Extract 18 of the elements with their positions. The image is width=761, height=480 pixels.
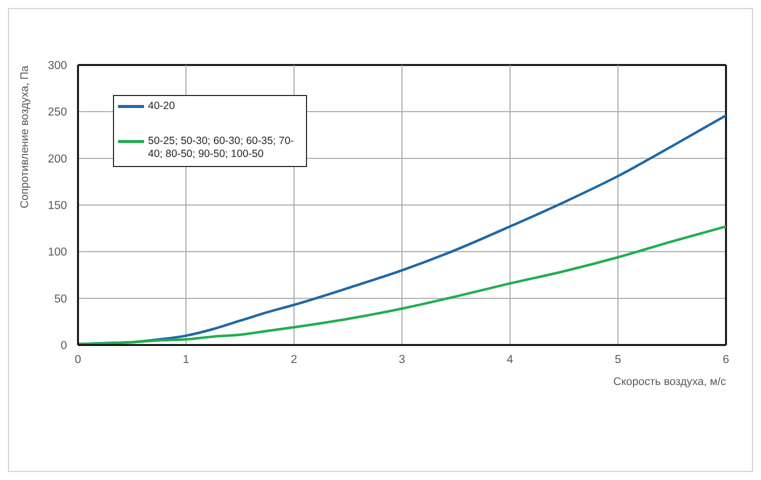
y-tick-label: 100 <box>48 246 67 259</box>
y-tick-label: 50 <box>54 293 67 306</box>
x-tick-label: 1 <box>182 354 190 366</box>
x-tick-label: 5 <box>614 354 622 366</box>
x-tick-label: 3 <box>398 354 406 366</box>
x-tick-label: 2 <box>290 354 298 366</box>
legend-label: 50-25; 50-30; 60-30; 60-35; 70-40; 80-50; 90-50; 100-50 <box>148 135 294 160</box>
y-tick-label: 300 <box>48 60 67 72</box>
y-tick-label: 200 <box>48 153 67 166</box>
y-tick-label: 150 <box>48 200 67 212</box>
x-tick-label: 4 <box>506 354 514 366</box>
x-tick-label: 0 <box>74 354 82 366</box>
y-axis-title: Сопротивление воздуха, Па <box>18 64 31 208</box>
legend-label: 40-20 <box>148 100 175 112</box>
x-axis-title: Скорость воздуха, м/с <box>613 376 726 388</box>
y-tick-label: 250 <box>48 106 67 119</box>
x-tick-label: 6 <box>722 354 730 366</box>
y-tick-label: 0 <box>60 340 67 352</box>
